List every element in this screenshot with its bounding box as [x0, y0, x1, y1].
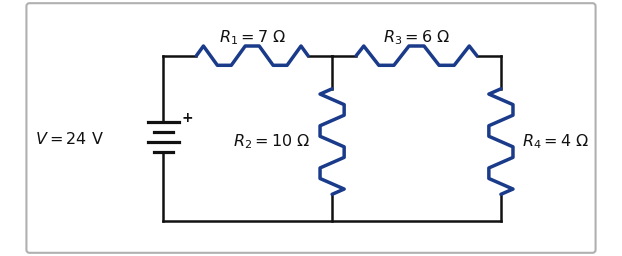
FancyBboxPatch shape	[26, 3, 596, 253]
Text: $V = 24\ \mathrm{V}$: $V = 24\ \mathrm{V}$	[35, 131, 104, 146]
Text: $R_4 = 4\ \Omega$: $R_4 = 4\ \Omega$	[522, 132, 590, 151]
Text: +: +	[182, 111, 193, 125]
Text: $R_1 = 7\ \Omega$: $R_1 = 7\ \Omega$	[218, 28, 286, 47]
Text: $R_2 = 10\ \Omega$: $R_2 = 10\ \Omega$	[233, 132, 311, 151]
Text: $R_3 = 6\ \Omega$: $R_3 = 6\ \Omega$	[383, 28, 450, 47]
